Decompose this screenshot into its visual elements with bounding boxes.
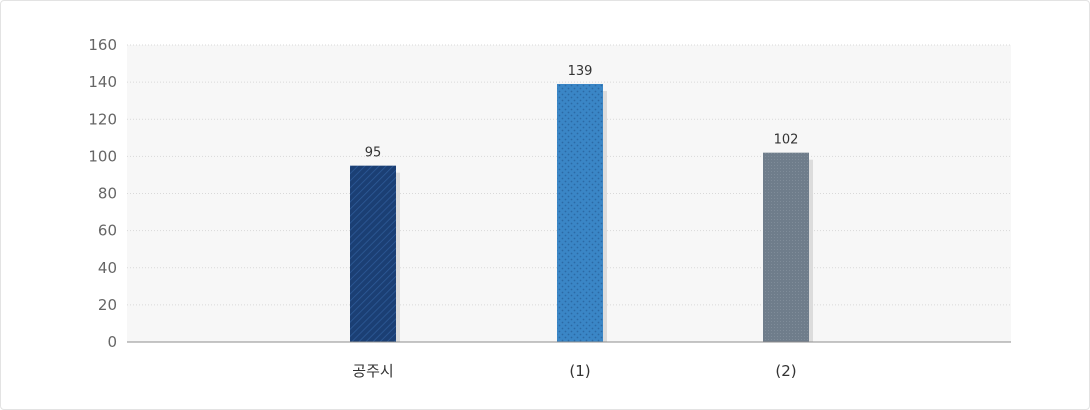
y-tick-label: 60 <box>98 222 117 240</box>
bar <box>557 83 603 342</box>
x-category-label: (1) <box>569 362 590 380</box>
y-axis-ticks: 0 20 40 60 80 100 120 140 160 <box>88 36 117 351</box>
bars <box>350 83 813 342</box>
y-tick-label: 100 <box>88 147 117 165</box>
bar-value-label: 102 <box>774 133 799 148</box>
y-tick-label: 40 <box>98 259 117 277</box>
x-category-label: 공주시 <box>352 362 393 380</box>
y-tick-label: 160 <box>88 36 117 54</box>
value-labels: 95 139 102 <box>365 64 799 161</box>
y-tick-label: 80 <box>98 185 117 203</box>
category-labels: 공주시 (1) (2) <box>352 362 796 380</box>
bar-value-label: 139 <box>568 64 593 79</box>
y-tick-label: 20 <box>98 296 117 314</box>
bar <box>763 152 809 342</box>
bar <box>350 165 396 342</box>
y-tick-label: 120 <box>88 110 117 128</box>
bar-value-label: 95 <box>365 146 382 161</box>
x-category-label: (2) <box>775 362 796 380</box>
y-tick-label: 140 <box>88 73 117 91</box>
y-tick-label: 0 <box>107 333 117 351</box>
